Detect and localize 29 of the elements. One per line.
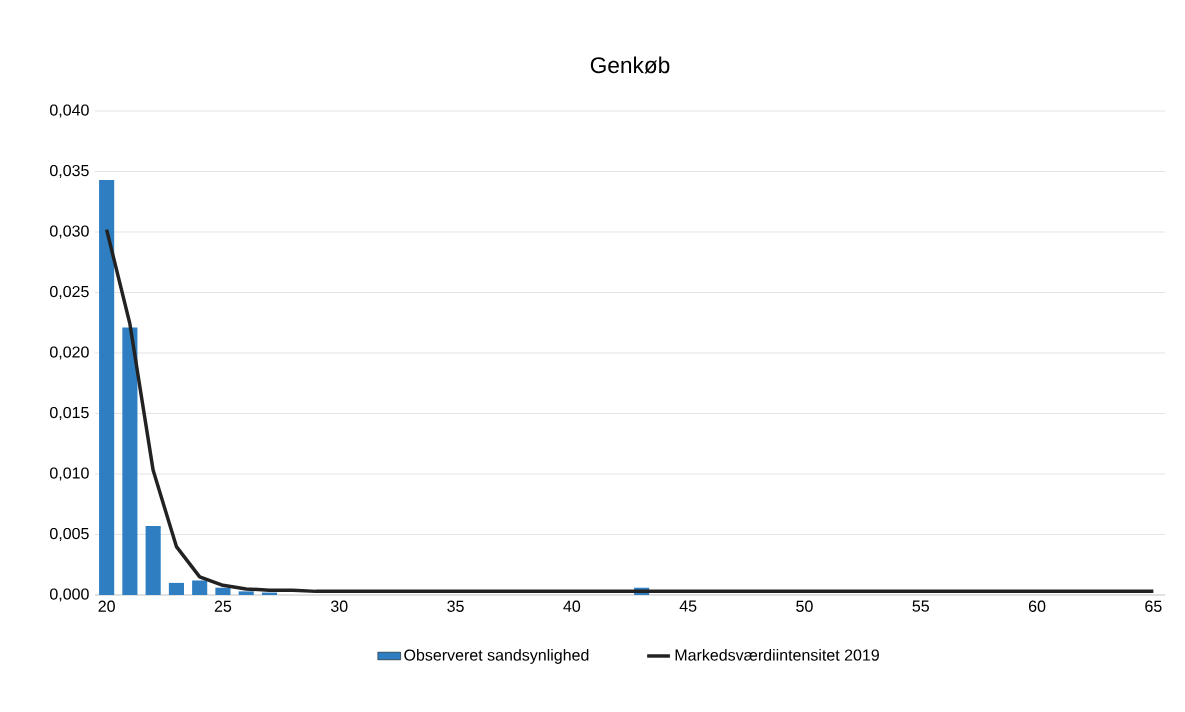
bar [99, 179, 115, 595]
x-tick-label: 65 [1145, 600, 1162, 612]
x-tick-label: 25 [214, 600, 232, 612]
y-tick-label: 0,005 [49, 527, 89, 542]
x-tick-label: 55 [912, 600, 929, 612]
y-tick-label: 0,010 [49, 467, 89, 481]
y-tick-label: 0,000 [49, 588, 89, 602]
bar [122, 327, 138, 595]
bar [168, 582, 184, 595]
y-tick-label: 0,015 [49, 406, 89, 421]
bar [145, 526, 161, 595]
bar [192, 580, 208, 595]
chart-title: Genkøb [590, 56, 670, 74]
bar [238, 591, 254, 595]
x-tick-label: 20 [98, 600, 115, 612]
x-tick-label: 50 [796, 600, 813, 612]
legend-label: Observeret sandsynlighed [404, 649, 589, 664]
y-tick-label: 0,025 [49, 285, 89, 300]
x-tick-label: 30 [330, 600, 348, 612]
bar [215, 587, 231, 595]
y-tick-label: 0,020 [49, 346, 89, 360]
y-tick-label: 0,035 [49, 164, 89, 179]
x-tick-label: 45 [679, 600, 697, 612]
x-tick-label: 35 [447, 600, 464, 612]
y-tick-label: 0,030 [49, 225, 89, 239]
x-tick-label: 60 [1028, 600, 1046, 612]
y-tick-label: 0,040 [49, 104, 89, 118]
legend-label: Markedsværdiintensitet 2019 [675, 649, 879, 661]
x-tick-label: 40 [563, 600, 581, 612]
